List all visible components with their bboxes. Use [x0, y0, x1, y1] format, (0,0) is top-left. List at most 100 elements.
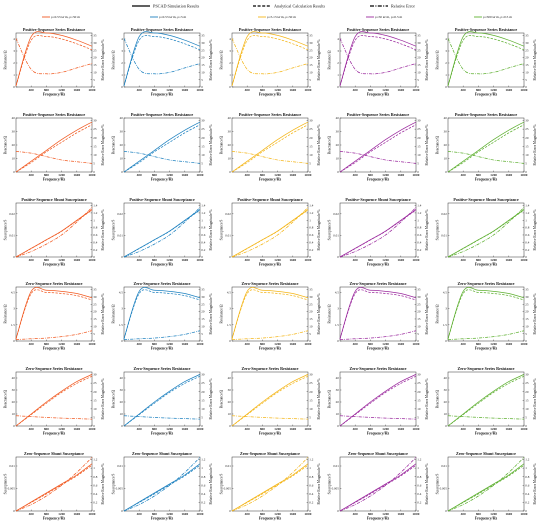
- ytick-label: 0.01: [9, 234, 15, 238]
- y2tick-label: 1.2: [417, 211, 421, 215]
- y2axis-label: Relative Error Magnitude/%: [209, 379, 213, 420]
- xaxis-label: Frequency/Hz: [43, 346, 66, 350]
- xtick-label: 1600: [73, 258, 80, 262]
- axes-frame: [123, 286, 201, 342]
- xtick-label: 1200: [58, 427, 65, 431]
- xtick-label: 400: [29, 88, 34, 92]
- xtick-label: 1200: [382, 342, 389, 346]
- ytick-label: 40: [444, 376, 448, 380]
- y2tick-label: 25: [93, 381, 97, 385]
- ytick-label: 0: [337, 339, 339, 343]
- xtick-label: 400: [461, 342, 466, 346]
- xtick-label: 800: [368, 173, 373, 177]
- y2tick-label: 15: [309, 398, 313, 402]
- xtick-label: 2000: [305, 173, 312, 177]
- xtick-label: 800: [260, 342, 265, 346]
- series-err-line: [15, 457, 93, 512]
- ytick-label: 2: [121, 61, 123, 65]
- subplot-title: Positive-Sequence Series Resistance: [347, 27, 409, 32]
- xtick-label: 1200: [166, 342, 173, 346]
- y2tick-label: 20: [93, 310, 97, 314]
- xtick-label: 1600: [289, 512, 296, 516]
- y2axis-label: Relative Error Magnitude/%: [425, 125, 429, 166]
- xtick-label: 1600: [181, 173, 188, 177]
- series-err-line: [15, 330, 93, 340]
- y2tick-label: 10: [525, 153, 529, 157]
- y2tick-label: 0: [525, 339, 527, 343]
- ytick-label: 0: [445, 85, 447, 89]
- xtick-label: 800: [368, 427, 373, 431]
- subplot-title: Positive-Sequence Shunt Susceptance: [21, 197, 86, 202]
- y2tick-label: 0: [525, 424, 527, 428]
- xtick-label: 1600: [181, 427, 188, 431]
- ytick-label: 0: [229, 509, 231, 513]
- ytick-label: 4.5: [443, 291, 447, 295]
- legend-sim-label: PSCAD Simulation Results: [153, 4, 200, 9]
- series-err-line: [339, 330, 417, 340]
- y2tick-label: 35: [525, 288, 529, 292]
- subplot-r6-c2: Zero-Sequence Shunt Susceptance 0 0.005 0.0…: [112, 451, 214, 520]
- y2tick-label: 5: [525, 78, 527, 82]
- yaxis-label: Resistance/Ω: [436, 304, 440, 323]
- y2tick-label: 15: [201, 63, 205, 67]
- y2tick-label: 1.4: [525, 204, 529, 208]
- ytick-label: 0: [229, 255, 231, 259]
- series-ana-line: [123, 464, 201, 512]
- xtick-label: 800: [44, 512, 49, 516]
- y2tick-label: 30: [309, 295, 313, 299]
- xtick-label: 1600: [181, 88, 188, 92]
- ytick-label: 30: [444, 130, 448, 134]
- y2tick-label: 0: [417, 509, 419, 513]
- y2tick-label: 10: [417, 70, 421, 74]
- yaxis-label: Reactance/Ω: [436, 389, 440, 408]
- y2tick-label: 0.6: [525, 233, 529, 237]
- y2tick-label: 20: [417, 136, 421, 140]
- y2tick-label: 15: [201, 144, 205, 148]
- xtick-label: 1600: [181, 258, 188, 262]
- y2tick-label: 0.2: [309, 501, 313, 505]
- series-ana-line: [123, 209, 201, 258]
- series-ana-line: [231, 375, 309, 427]
- xtick-label: 800: [44, 427, 49, 431]
- series-ana-line: [447, 375, 525, 427]
- series-err-line: [339, 457, 417, 512]
- series-ana-line: [231, 35, 309, 86]
- y2axis-label: Relative Error Magnitude/%: [425, 379, 429, 420]
- series-err-line: [447, 151, 525, 164]
- y2tick-label: 30: [309, 41, 313, 45]
- axes-frame: [123, 456, 201, 512]
- xtick-label: 800: [152, 173, 157, 177]
- ytick-label: 0: [229, 85, 231, 89]
- ytick-label: 1: [337, 73, 339, 77]
- y2tick-label: 0.4: [309, 240, 313, 244]
- ytick-label: 0: [13, 85, 15, 89]
- xtick-label: 1200: [166, 427, 173, 431]
- xtick-label: 800: [44, 258, 49, 262]
- ytick-label: 3: [229, 307, 231, 311]
- ytick-label: 20: [12, 400, 16, 404]
- y2tick-label: 35: [525, 34, 529, 38]
- xtick-label: 400: [245, 88, 250, 92]
- xtick-label: 400: [137, 427, 142, 431]
- xtick-label: 1200: [166, 258, 173, 262]
- y2tick-label: 5: [525, 162, 527, 166]
- series-ana-line: [231, 209, 309, 258]
- ytick-label: 1: [121, 73, 123, 77]
- xtick-label: 1600: [181, 342, 188, 346]
- series-sim-line: [15, 31, 93, 86]
- xtick-label: 800: [44, 173, 49, 177]
- xaxis-label: Frequency/Hz: [151, 431, 174, 435]
- xtick-label: 800: [260, 258, 265, 262]
- y2tick-label: 1.2: [201, 211, 205, 215]
- y2tick-label: 30: [525, 373, 529, 377]
- xtick-label: 2000: [197, 512, 204, 516]
- subplot-r1-c2: ρ=0.53 Ω·m, ρ=5 m Positive-Sequence Serie…: [112, 15, 214, 96]
- xtick-label: 1200: [58, 173, 65, 177]
- ytick-label: 0.01: [117, 234, 123, 238]
- ytick-label: 30: [336, 388, 340, 392]
- y2tick-label: 15: [417, 398, 421, 402]
- yaxis-label: Resistance/Ω: [112, 50, 116, 69]
- yaxis-label: Reactance/Ω: [4, 135, 8, 154]
- ytick-label: 20: [336, 400, 340, 404]
- ytick-label: 0: [229, 339, 231, 343]
